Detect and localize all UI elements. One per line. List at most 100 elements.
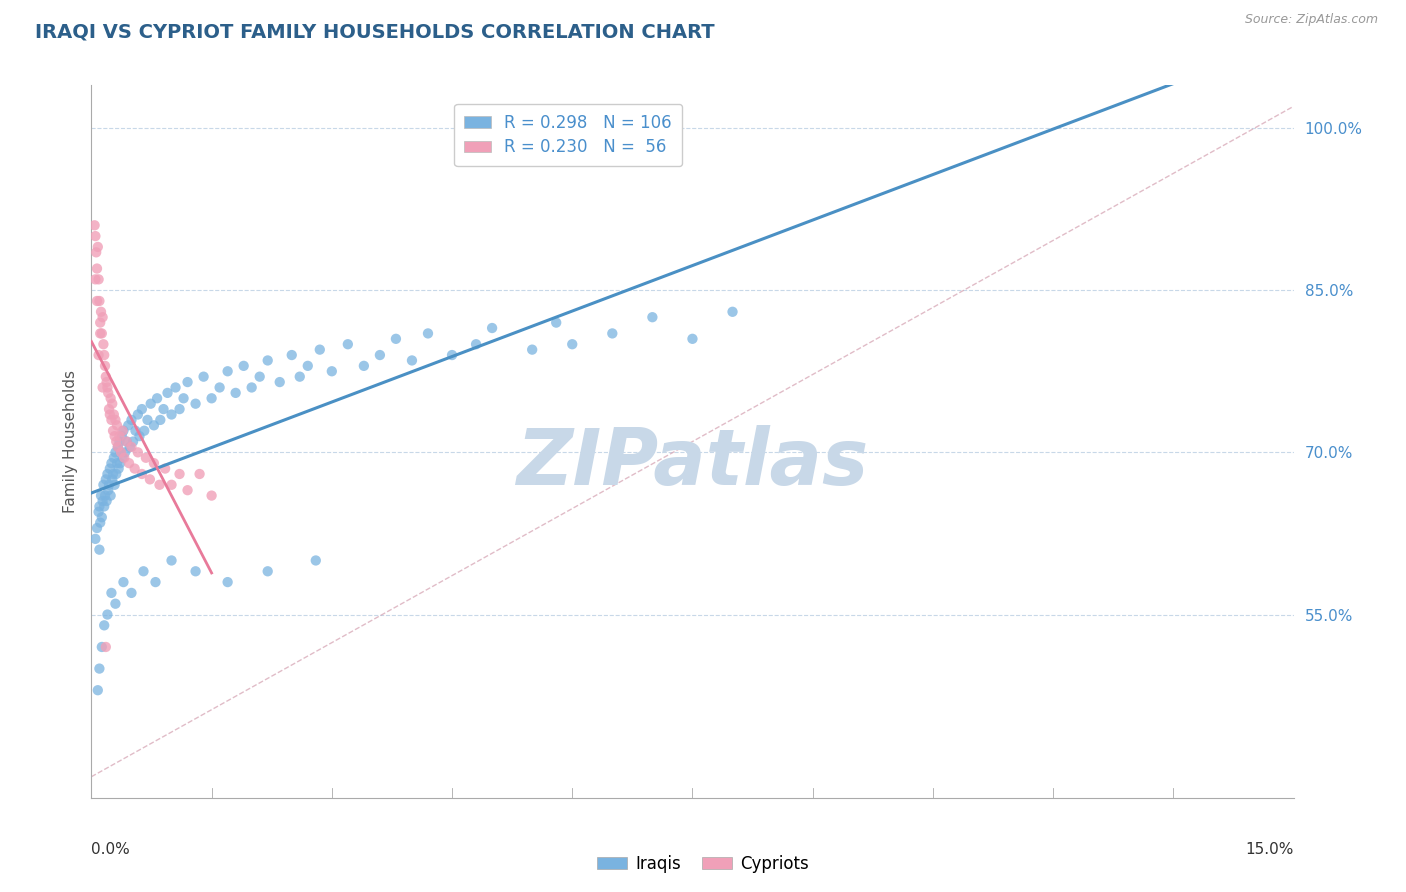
Point <box>105 418 128 433</box>
Point <box>86 261 108 276</box>
Point <box>97 385 120 400</box>
Point <box>401 353 423 368</box>
Point <box>91 380 114 394</box>
Point <box>111 424 134 438</box>
Point <box>152 402 174 417</box>
Point <box>156 385 179 400</box>
Point <box>101 397 124 411</box>
Point <box>94 472 117 486</box>
Point <box>100 392 122 406</box>
Point <box>368 348 391 362</box>
Point <box>546 316 568 330</box>
Point <box>721 305 744 319</box>
Point <box>105 434 128 449</box>
Point <box>169 467 191 481</box>
Point <box>112 450 135 465</box>
Point <box>83 219 105 233</box>
Point <box>105 467 128 481</box>
Point <box>91 310 114 325</box>
Point <box>111 450 134 465</box>
Point <box>145 575 167 590</box>
Point <box>118 440 141 454</box>
Point <box>87 272 110 286</box>
Point <box>308 343 330 357</box>
Point <box>93 477 115 491</box>
Point <box>269 375 291 389</box>
Point <box>321 364 343 378</box>
Point <box>100 586 122 600</box>
Point <box>165 380 187 394</box>
Point <box>94 489 117 503</box>
Point <box>108 434 131 449</box>
Point <box>101 467 124 481</box>
Point <box>465 337 488 351</box>
Point <box>89 662 111 676</box>
Point <box>107 440 129 454</box>
Point <box>297 359 319 373</box>
Point <box>87 505 110 519</box>
Point <box>232 359 254 373</box>
Point <box>134 424 156 438</box>
Point <box>240 380 263 394</box>
Point <box>561 337 583 351</box>
Point <box>111 429 134 443</box>
Point <box>98 461 121 475</box>
Text: 15.0%: 15.0% <box>1246 841 1294 856</box>
Point <box>136 413 159 427</box>
Point <box>89 293 111 308</box>
Point <box>100 413 122 427</box>
Point <box>84 532 107 546</box>
Point <box>441 348 464 362</box>
Point <box>131 402 153 417</box>
Point <box>100 456 122 470</box>
Point <box>160 477 183 491</box>
Point <box>142 456 165 470</box>
Point <box>184 564 207 578</box>
Point <box>115 434 138 449</box>
Point <box>131 467 153 481</box>
Point <box>169 402 191 417</box>
Point <box>139 472 162 486</box>
Point <box>104 413 127 427</box>
Point <box>127 408 149 422</box>
Point <box>105 456 128 470</box>
Point <box>121 440 143 454</box>
Point <box>90 510 112 524</box>
Point <box>93 618 115 632</box>
Point <box>176 375 198 389</box>
Point <box>112 575 135 590</box>
Point <box>98 402 121 417</box>
Point <box>146 392 169 406</box>
Text: 0.0%: 0.0% <box>91 841 131 856</box>
Point <box>117 418 139 433</box>
Point <box>201 392 224 406</box>
Text: IRAQI VS CYPRIOT FAMILY HOUSEHOLDS CORRELATION CHART: IRAQI VS CYPRIOT FAMILY HOUSEHOLDS CORRE… <box>35 22 714 41</box>
Point <box>84 272 107 286</box>
Point <box>91 494 114 508</box>
Point <box>256 353 278 368</box>
Point <box>89 516 111 530</box>
Point <box>148 477 170 491</box>
Point <box>101 472 124 486</box>
Point <box>217 575 239 590</box>
Point <box>132 564 155 578</box>
Point <box>96 375 118 389</box>
Point <box>217 364 239 378</box>
Point <box>97 483 120 498</box>
Point <box>103 450 125 465</box>
Point <box>160 553 183 567</box>
Point <box>127 445 149 459</box>
Point <box>107 461 129 475</box>
Point <box>193 369 215 384</box>
Legend: R = 0.298   N = 106, R = 0.230   N =  56: R = 0.298 N = 106, R = 0.230 N = 56 <box>454 103 682 167</box>
Point <box>225 385 247 400</box>
Point <box>353 359 375 373</box>
Point <box>104 597 127 611</box>
Point <box>153 461 176 475</box>
Point <box>89 316 111 330</box>
Point <box>90 640 112 654</box>
Point <box>135 450 157 465</box>
Point <box>104 477 127 491</box>
Point <box>89 542 111 557</box>
Point <box>90 489 112 503</box>
